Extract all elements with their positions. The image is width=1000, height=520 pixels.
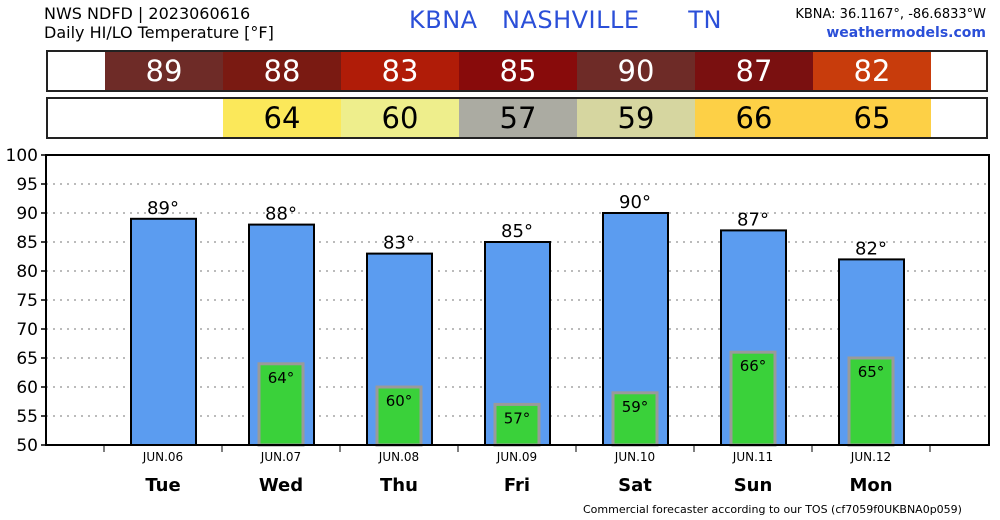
footer-note: Commercial forecaster according to our T…	[583, 503, 962, 516]
low-temp-label: 59°	[622, 398, 649, 416]
date-label: JUN.12	[850, 450, 891, 464]
low-temp-bar	[375, 385, 423, 447]
high-temp-label: 82°	[855, 238, 887, 259]
plot-frame	[45, 154, 990, 446]
day-label: Sun	[734, 475, 773, 496]
low-temp-label: 64°	[268, 369, 295, 387]
y-tick-label: 75	[16, 291, 38, 311]
lo_row-cell: 59	[577, 99, 695, 137]
chart-subtitle: Daily HI/LO Temperature [°F]	[44, 23, 274, 42]
date-label: JUN.10	[614, 450, 655, 464]
y-tick-label: 80	[16, 262, 38, 282]
high-temp-bar	[130, 217, 197, 446]
hi_row-cell: 85	[459, 52, 577, 90]
y-tick-label: 65	[16, 349, 38, 369]
y-tick-label: 50	[16, 436, 38, 456]
lo_row-cell: 57	[459, 99, 577, 137]
chart-header-right: KBNA: 36.1167°, -86.6833°W weathermodels…	[795, 6, 986, 42]
y-tick-label: 55	[16, 407, 38, 427]
station-title: KBNA NASHVILLE TN	[409, 6, 722, 34]
hi_row-cell: 83	[341, 52, 459, 90]
low-temp-bar	[847, 356, 895, 447]
lo_row-cell: 66	[695, 99, 813, 137]
lo_row-cell	[105, 99, 223, 137]
high-temp-label: 83°	[383, 233, 415, 254]
y-tick-label: 60	[16, 378, 38, 398]
high-temp-label: 85°	[501, 221, 533, 242]
low-temp-label: 60°	[386, 392, 413, 410]
hi_row-cell: 82	[813, 52, 931, 90]
low-temp-bar	[257, 362, 305, 447]
site-link[interactable]: weathermodels.com	[826, 25, 986, 41]
day-label: Wed	[259, 475, 303, 496]
y-tick-label: 70	[16, 320, 38, 340]
low-temp-bar	[729, 350, 777, 447]
station-coordinates: KBNA: 36.1167°, -86.6833°W	[795, 7, 986, 22]
low-temp-label: 65°	[858, 363, 885, 381]
model-run-label: NWS NDFD | 2023060616	[44, 4, 251, 23]
y-tick-label: 85	[16, 233, 38, 253]
lo_row-cell: 65	[813, 99, 931, 137]
y-tick-label: 95	[16, 175, 38, 195]
y-tick-label: 100	[6, 146, 38, 166]
hi_row-cell: 88	[223, 52, 341, 90]
day-label: Fri	[504, 475, 530, 496]
lo_row-cell: 64	[223, 99, 341, 137]
low-temp-row: 64 60 57 59 66 65	[46, 97, 988, 139]
hi_row-cell: 87	[695, 52, 813, 90]
y-tick-label: 90	[16, 204, 38, 224]
low-temp-bar	[611, 391, 659, 447]
high-temp-label: 90°	[619, 192, 651, 213]
chart-header-left: NWS NDFD | 2023060616 Daily HI/LO Temper…	[44, 4, 274, 42]
lo_row-cell: 60	[341, 99, 459, 137]
high-temp-label: 88°	[265, 204, 297, 225]
date-label: JUN.07	[260, 450, 301, 464]
day-label: Tue	[145, 475, 180, 496]
date-label: JUN.09	[496, 450, 537, 464]
low-temp-label: 57°	[504, 409, 531, 427]
high-temp-row: 89 88 83 85 90 87 82	[46, 50, 988, 92]
date-label: JUN.11	[732, 450, 773, 464]
low-temp-label: 66°	[740, 357, 767, 375]
high-temp-label: 89°	[147, 198, 179, 219]
hi_row-cell: 89	[105, 52, 223, 90]
day-label: Mon	[849, 475, 892, 496]
date-label: JUN.08	[378, 450, 419, 464]
hi_row-cell: 90	[577, 52, 695, 90]
high-temp-label: 87°	[737, 209, 769, 230]
day-label: Thu	[380, 475, 418, 496]
date-label: JUN.06	[142, 450, 183, 464]
day-label: Sat	[618, 475, 652, 496]
